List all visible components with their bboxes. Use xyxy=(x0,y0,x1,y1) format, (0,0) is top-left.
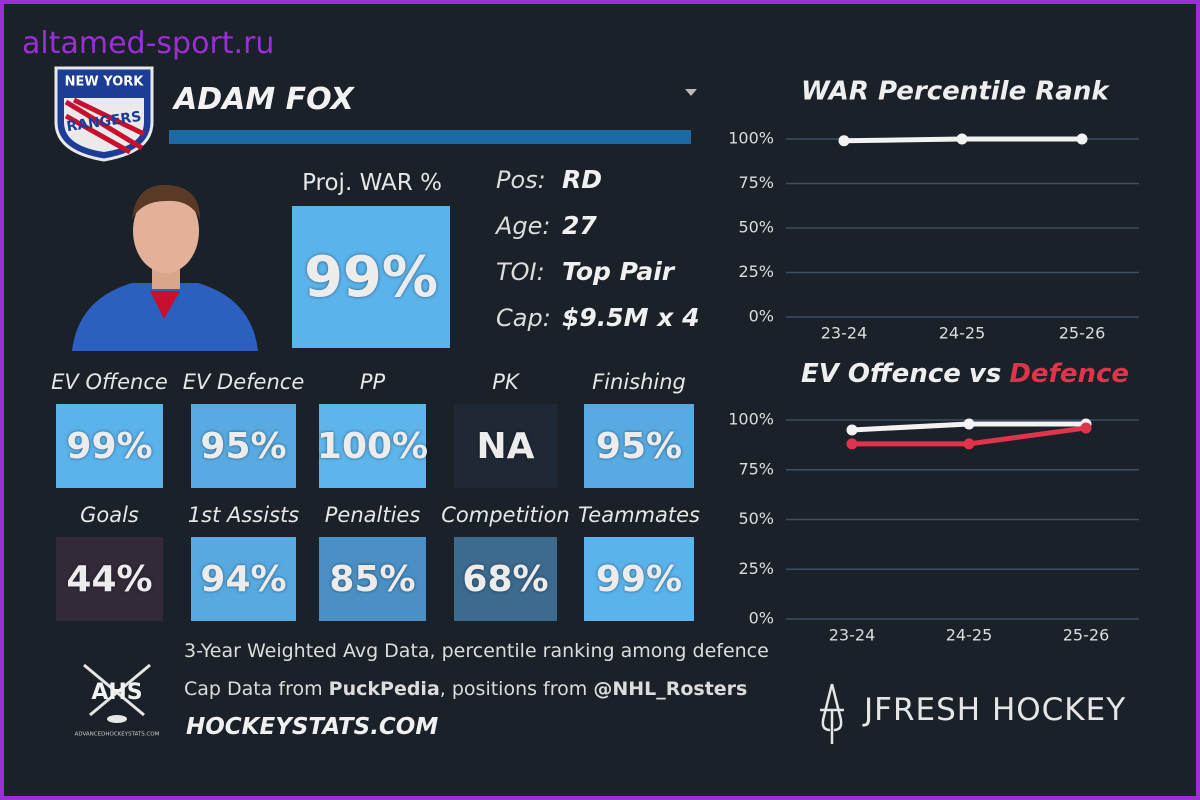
y-tick-label: 50% xyxy=(738,218,774,237)
y-tick-label: 75% xyxy=(738,173,774,192)
info-label: Pos: xyxy=(496,166,546,194)
tile: 94% xyxy=(191,537,296,621)
name-bar xyxy=(169,130,691,144)
x-tick-label: 23-24 xyxy=(829,626,876,645)
watermark: altamed-sport.ru xyxy=(22,26,275,61)
tile-label: EV Offence xyxy=(51,370,168,394)
tile: 68% xyxy=(454,537,557,621)
proj-war-value: 99% xyxy=(292,206,450,348)
x-tick-label: 24-25 xyxy=(939,324,986,343)
info-label: Cap: xyxy=(496,304,551,332)
dropdown-arrow xyxy=(685,89,697,96)
legend-entry: Defence xyxy=(1009,359,1129,389)
tile-label: Finishing xyxy=(592,370,686,394)
footer-sources: Cap Data from PuckPedia, positions from … xyxy=(184,678,747,700)
tile: 44% xyxy=(56,537,163,621)
y-tick-label: 25% xyxy=(738,262,774,281)
y-tick-label: 50% xyxy=(738,509,774,528)
tile: 99% xyxy=(56,404,163,488)
series-point xyxy=(1080,422,1092,434)
tile-label: Penalties xyxy=(324,503,421,527)
series-point xyxy=(956,133,968,145)
series-point xyxy=(838,135,850,147)
y-tick-label: 0% xyxy=(749,609,774,628)
tile: 100% xyxy=(317,404,428,488)
logo-line1: NEW YORK xyxy=(65,75,145,90)
ahs-logo: AHS ADVANCEDHOCKEYSTATS.COM xyxy=(75,663,160,738)
info-value: Top Pair xyxy=(562,257,675,286)
ahs-site: ADVANCEDHOCKEYSTATS.COM xyxy=(75,732,160,738)
tile: NA xyxy=(454,404,557,488)
tile-label: Teammates xyxy=(578,503,700,527)
proj-war-label: Proj. WAR % xyxy=(302,170,442,196)
ahs-text: AHS xyxy=(91,680,142,705)
y-tick-label: 75% xyxy=(738,459,774,478)
charts: 0% 25% 50% 75% 100% 23-24 24-25 25-26 WAR Percen… xyxy=(728,77,1139,645)
tile-label: PP xyxy=(359,370,386,394)
chart-title: WAR Percentile Rank xyxy=(801,77,1110,107)
tile-label: 1st Assists xyxy=(187,503,300,527)
info-label: TOI: xyxy=(496,258,545,286)
tile: 95% xyxy=(191,404,296,488)
brand: JFRESH HOCKEY xyxy=(864,692,1127,728)
series-point xyxy=(846,438,858,450)
tile: 85% xyxy=(319,537,426,621)
team-logo: NEW YORK RANGERS xyxy=(54,66,154,162)
player-photo xyxy=(72,184,258,351)
y-tick-label: 100% xyxy=(728,129,774,148)
y-tick-label: 0% xyxy=(749,307,774,326)
positions-source: @NHL_Rosters xyxy=(593,678,748,700)
footer-note: 3-Year Weighted Avg Data, percentile ran… xyxy=(184,640,769,662)
info-value: 27 xyxy=(562,211,597,240)
x-tick-label: 24-25 xyxy=(946,626,993,645)
tile: 99% xyxy=(584,537,694,621)
tile-label: EV Defence xyxy=(182,370,305,394)
positions-prefix: , positions from xyxy=(439,678,594,700)
player-name: ADAM FOX xyxy=(174,82,354,117)
series-point xyxy=(1076,133,1088,145)
footer-site: HOCKEYSTATS.COM xyxy=(186,714,439,740)
tile-label: PK xyxy=(492,370,519,394)
cap-source: PuckPedia xyxy=(328,678,440,700)
series-point xyxy=(963,438,975,450)
tile: 95% xyxy=(584,404,694,488)
brand-icon xyxy=(820,683,844,744)
series-point xyxy=(963,418,975,430)
info-value: RD xyxy=(562,165,603,194)
x-tick-label: 25-26 xyxy=(1059,324,1106,343)
title-joiner: vs xyxy=(969,359,1001,389)
tile-label: Goals xyxy=(80,503,139,527)
legend-entry: EV Offence xyxy=(801,359,961,389)
x-tick-label: 23-24 xyxy=(821,324,868,343)
y-tick-label: 25% xyxy=(738,559,774,578)
x-tick-label: 25-26 xyxy=(1063,626,1110,645)
cap-prefix: Cap Data from xyxy=(184,678,329,700)
y-tick-label: 100% xyxy=(728,410,774,429)
info-value: $9.5M x 4 xyxy=(562,303,700,332)
chart-title: EV Offence vs Defence xyxy=(801,359,1129,389)
info-label: Age: xyxy=(496,212,551,240)
tile-label: Competition xyxy=(441,503,570,527)
series-point xyxy=(846,424,858,436)
